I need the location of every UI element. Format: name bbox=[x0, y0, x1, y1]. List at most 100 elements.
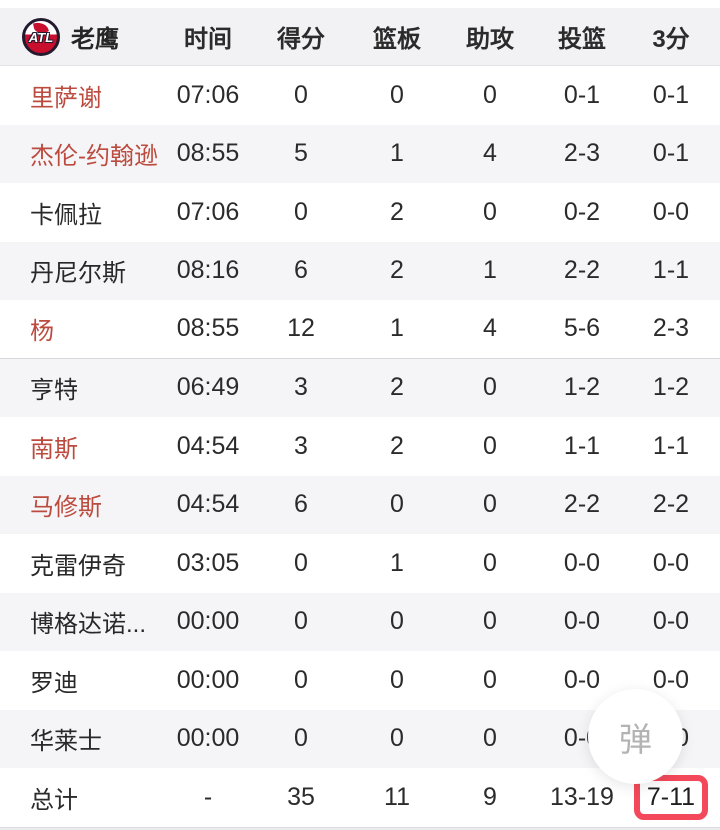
3pt-cell: 0-0 bbox=[652, 665, 690, 694]
fg-cell: 0-0 bbox=[563, 607, 601, 636]
points-cell: 3 bbox=[294, 431, 308, 460]
rebounds-cell: 0 bbox=[390, 490, 404, 519]
3pt-cell: 1-1 bbox=[652, 431, 690, 460]
time-cell: 00:00 bbox=[176, 665, 240, 694]
3pt-cell: 1-1 bbox=[652, 256, 690, 285]
rebounds-cell: 2 bbox=[390, 431, 404, 460]
player-row[interactable]: 杰伦-约翰逊 08:55 5 1 4 2-3 0-1 bbox=[0, 124, 720, 183]
player-name: 克雷伊奇 bbox=[30, 552, 126, 580]
col-header-fg: 投篮 bbox=[558, 26, 606, 53]
rebounds-cell: 2 bbox=[390, 197, 404, 226]
fg-cell: 0-1 bbox=[563, 80, 601, 109]
team-name: 老鹰 bbox=[71, 26, 119, 53]
player-row[interactable]: 丹尼尔斯 08:16 6 2 1 2-2 1-1 bbox=[0, 241, 720, 300]
player-row[interactable]: 克雷伊奇 03:05 0 1 0 0-0 0-0 bbox=[0, 534, 720, 593]
col-header-points: 得分 bbox=[277, 26, 325, 53]
assists-cell: 0 bbox=[483, 665, 497, 694]
assists-cell: 1 bbox=[483, 256, 497, 285]
points-cell: 0 bbox=[294, 724, 308, 753]
player-row[interactable]: 马修斯 04:54 6 0 0 2-2 2-2 bbox=[0, 475, 720, 534]
points-cell: 6 bbox=[294, 490, 308, 519]
points-cell: 5 bbox=[294, 139, 308, 168]
team-logo-text: ATL bbox=[28, 29, 54, 45]
assists-cell: 4 bbox=[483, 139, 497, 168]
3pt-cell: 0-0 bbox=[652, 197, 690, 226]
player-row[interactable]: 杨 08:55 12 1 4 5-6 2-3 bbox=[0, 300, 720, 359]
total-time-cell: - bbox=[203, 782, 213, 811]
time-cell: 07:06 bbox=[176, 197, 240, 226]
time-cell: 06:49 bbox=[176, 373, 240, 402]
danmaku-toggle-button[interactable]: 弹 bbox=[588, 689, 683, 784]
col-header-3pt: 3分 bbox=[652, 26, 690, 53]
assists-cell: 0 bbox=[483, 431, 497, 460]
time-cell: 04:54 bbox=[176, 431, 240, 460]
assists-cell: 0 bbox=[483, 548, 497, 577]
fg-cell: 1-1 bbox=[563, 431, 601, 460]
3pt-cell: 0-0 bbox=[652, 607, 690, 636]
total-row: 总计 - 35 11 9 13-19 7-11 bbox=[0, 768, 720, 827]
points-cell: 6 bbox=[294, 256, 308, 285]
assists-cell: 0 bbox=[483, 80, 497, 109]
points-cell: 3 bbox=[294, 373, 308, 402]
fg-cell: 0-0 bbox=[563, 548, 601, 577]
player-name: 华莱士 bbox=[30, 728, 102, 756]
points-cell: 12 bbox=[287, 314, 315, 343]
fg-cell: 2-2 bbox=[563, 256, 601, 285]
time-cell: 08:16 bbox=[176, 256, 240, 285]
total-fg-cell: 13-19 bbox=[550, 782, 614, 811]
3pt-cell: 1-2 bbox=[652, 373, 690, 402]
rebounds-cell: 0 bbox=[390, 607, 404, 636]
total-3pt-cell: 7-11 bbox=[627, 774, 715, 820]
assists-cell: 0 bbox=[483, 724, 497, 753]
time-cell: 00:00 bbox=[176, 724, 240, 753]
player-row[interactable]: 罗迪 00:00 0 0 0 0-0 0-0 bbox=[0, 651, 720, 710]
top-strip bbox=[0, 0, 720, 8]
player-row[interactable]: 卡佩拉 07:06 0 2 0 0-2 0-0 bbox=[0, 183, 720, 242]
rebounds-cell: 2 bbox=[390, 256, 404, 285]
total-points-cell: 35 bbox=[287, 782, 315, 811]
points-cell: 0 bbox=[294, 548, 308, 577]
player-row[interactable]: 南斯 04:54 3 2 0 1-1 1-1 bbox=[0, 417, 720, 476]
time-cell: 07:06 bbox=[176, 80, 240, 109]
player-name: 南斯 bbox=[30, 435, 78, 463]
rebounds-cell: 2 bbox=[390, 373, 404, 402]
points-cell: 0 bbox=[294, 665, 308, 694]
stats-header-row: ATL 老鹰 时间 得分 篮板 助攻 投篮 3分 bbox=[0, 8, 720, 66]
fg-cell: 0-0 bbox=[563, 665, 601, 694]
assists-cell: 0 bbox=[483, 607, 497, 636]
fg-cell: 1-2 bbox=[563, 373, 601, 402]
rebounds-cell: 0 bbox=[390, 80, 404, 109]
player-row[interactable]: 博格达诺... 00:00 0 0 0 0-0 0-0 bbox=[0, 592, 720, 651]
fg-cell: 5-6 bbox=[563, 314, 601, 343]
player-row[interactable]: 亨特 06:49 3 2 0 1-2 1-2 bbox=[0, 358, 720, 417]
player-name: 马修斯 bbox=[30, 494, 102, 522]
rebounds-cell: 1 bbox=[390, 548, 404, 577]
fg-cell: 2-2 bbox=[563, 490, 601, 519]
assists-cell: 0 bbox=[483, 197, 497, 226]
rebounds-cell: 0 bbox=[390, 724, 404, 753]
time-cell: 08:55 bbox=[176, 139, 240, 168]
team-cell: ATL 老鹰 bbox=[0, 17, 165, 56]
time-cell: 08:55 bbox=[176, 314, 240, 343]
fg-cell: 0-2 bbox=[563, 197, 601, 226]
total-rebounds-cell: 11 bbox=[384, 782, 410, 811]
player-name: 罗迪 bbox=[30, 669, 78, 697]
3pt-highlight-box: 7-11 bbox=[633, 774, 709, 820]
player-name: 卡佩拉 bbox=[30, 201, 102, 229]
player-name: 里萨谢 bbox=[30, 84, 102, 112]
rebounds-cell: 1 bbox=[390, 314, 404, 343]
rebounds-cell: 1 bbox=[390, 139, 404, 168]
player-row[interactable]: 里萨谢 07:06 0 0 0 0-1 0-1 bbox=[0, 66, 720, 125]
total-label: 总计 bbox=[30, 786, 78, 814]
col-header-time: 时间 bbox=[184, 26, 232, 53]
total-assists-cell: 9 bbox=[483, 782, 497, 811]
points-cell: 0 bbox=[294, 197, 308, 226]
assists-cell: 0 bbox=[483, 373, 497, 402]
player-name: 杨 bbox=[30, 318, 54, 346]
assists-cell: 0 bbox=[483, 490, 497, 519]
col-header-rebounds: 篮板 bbox=[373, 26, 421, 53]
time-cell: 03:05 bbox=[176, 548, 240, 577]
bottom-strip bbox=[0, 826, 720, 830]
team-logo-hawks-icon: ATL bbox=[22, 17, 60, 56]
